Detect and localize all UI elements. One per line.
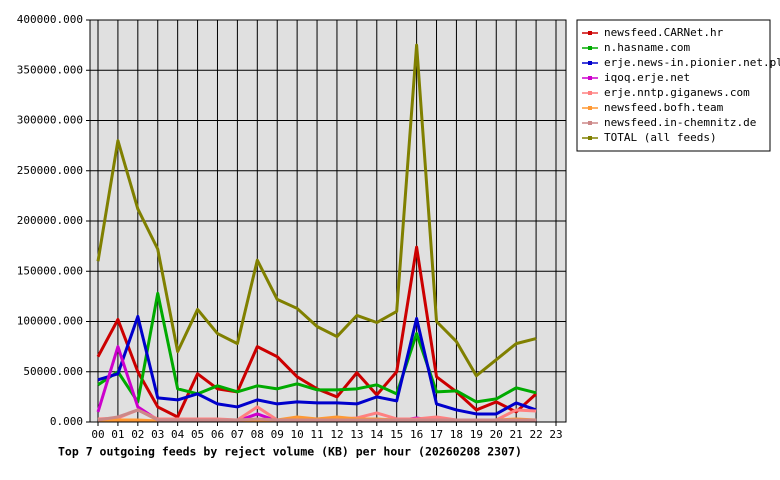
legend-marker xyxy=(588,91,592,95)
series-line xyxy=(96,43,537,378)
x-tick-label: 22 xyxy=(529,428,542,441)
legend-label: newsfeed.in-chemnitz.de xyxy=(604,116,756,129)
x-tick-label: 04 xyxy=(171,428,185,441)
legend-marker xyxy=(588,106,592,110)
series-line xyxy=(97,408,537,422)
legend-marker xyxy=(588,136,592,140)
x-tick-label: 07 xyxy=(231,428,244,441)
x-tick-label: 18 xyxy=(450,428,463,441)
legend-box xyxy=(576,19,771,152)
x-tick-label: 21 xyxy=(510,428,523,441)
series-line xyxy=(97,291,537,404)
plot-area xyxy=(89,19,567,423)
x-tick-label: 14 xyxy=(370,428,384,441)
x-tick-label: 00 xyxy=(91,428,104,441)
legend-marker xyxy=(588,61,592,65)
legend-label: newsfeed.CARNet.hr xyxy=(604,26,724,39)
x-tick-label: 17 xyxy=(430,428,443,441)
y-tick-label: 300000.000 xyxy=(17,114,83,127)
x-tick-label: 12 xyxy=(330,428,343,441)
y-tick-label: 50000.000 xyxy=(23,365,83,378)
x-tick-label: 16 xyxy=(410,428,423,441)
y-tick-label: 400000.000 xyxy=(17,13,83,26)
y-tick-label: 150000.000 xyxy=(17,264,83,277)
series-line xyxy=(97,314,537,416)
legend-marker xyxy=(588,46,592,50)
legend-label: TOTAL (all feeds) xyxy=(604,131,717,144)
legend-label: iqoq.erje.net xyxy=(604,71,690,84)
legend-label: newsfeed.bofh.team xyxy=(604,101,724,114)
x-tick-label: 13 xyxy=(350,428,363,441)
x-tick-label: 19 xyxy=(470,428,483,441)
x-tick-label: 11 xyxy=(310,428,323,441)
x-tick-label: 06 xyxy=(211,428,224,441)
x-tick-label: 01 xyxy=(111,428,124,441)
x-tick-label: 03 xyxy=(151,428,164,441)
legend-label: erje.nntp.giganews.com xyxy=(604,86,750,99)
legend-marker xyxy=(588,31,592,35)
chart-title: Top 7 outgoing feeds by reject volume (K… xyxy=(58,445,522,459)
legend-marker xyxy=(588,121,592,125)
x-tick-label: 09 xyxy=(271,428,284,441)
y-tick-label: 200000.000 xyxy=(17,214,83,227)
y-tick-label: 250000.000 xyxy=(17,164,83,177)
y-tick-label: 0.000 xyxy=(50,415,83,428)
x-tick-label: 23 xyxy=(549,428,562,441)
y-tick-label: 350000.000 xyxy=(17,63,83,76)
x-tick-label: 20 xyxy=(490,428,503,441)
x-tick-label: 08 xyxy=(251,428,264,441)
y-tick-label: 100000.000 xyxy=(17,315,83,328)
x-tick-label: 10 xyxy=(291,428,304,441)
x-tick-label: 15 xyxy=(390,428,403,441)
legend-marker xyxy=(588,76,592,80)
legend-label: n.hasname.com xyxy=(604,41,690,54)
legend-label: erje.news-in.pionier.net.pl xyxy=(604,56,780,69)
x-tick-label: 05 xyxy=(191,428,204,441)
x-tick-label: 02 xyxy=(131,428,144,441)
